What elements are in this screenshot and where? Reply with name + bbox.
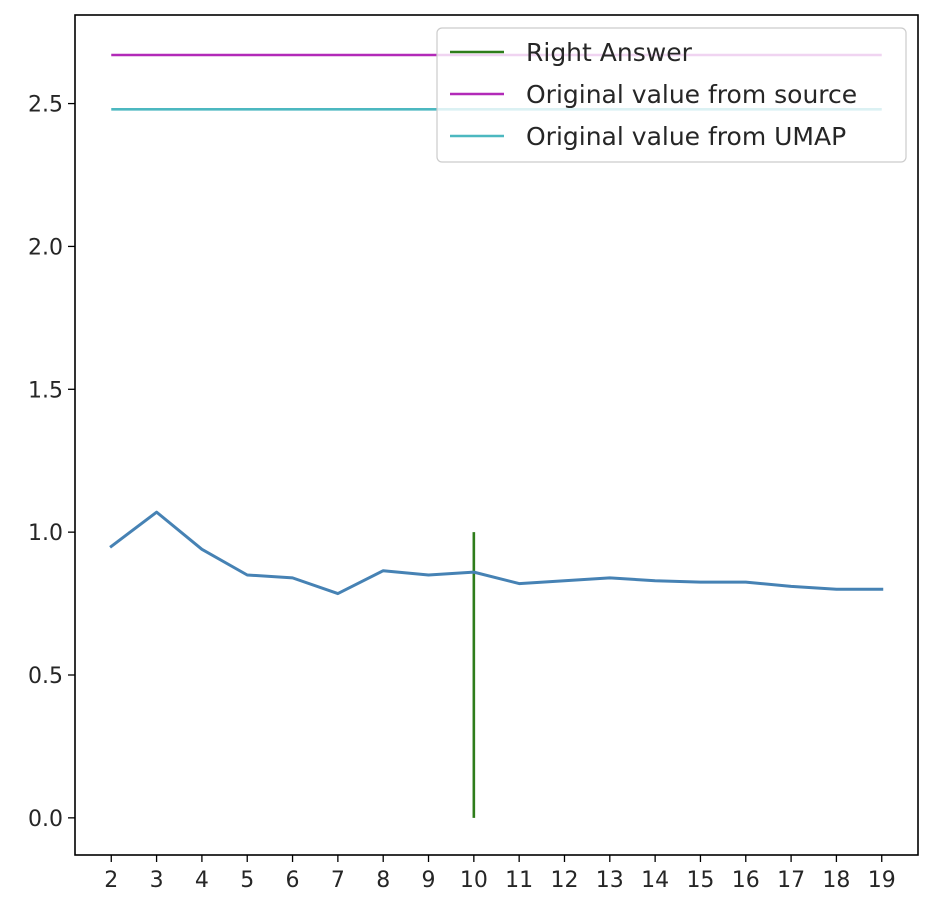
legend-label: Original value from source bbox=[526, 80, 857, 109]
series-lines bbox=[109, 510, 884, 596]
x-tick-label: 4 bbox=[195, 868, 209, 893]
legend-box bbox=[436, 27, 907, 163]
x-tick-label: 15 bbox=[686, 868, 714, 893]
plot-area-frame bbox=[74, 14, 919, 856]
x-tick-label: 2 bbox=[104, 868, 118, 893]
legend-label: Original value from UMAP bbox=[526, 122, 846, 151]
x-tick-label: 5 bbox=[240, 868, 254, 893]
y-axis-ticks: 0.0 0.5 1.0 1.5 2.0 2.5 bbox=[28, 93, 75, 832]
x-tick-label: 13 bbox=[596, 868, 624, 893]
x-tick-label: 6 bbox=[286, 868, 300, 893]
x-tick-label: 17 bbox=[777, 868, 805, 893]
series-line bbox=[109, 510, 884, 596]
y-tick-label: 2.0 bbox=[28, 235, 63, 260]
x-tick-label: 7 bbox=[331, 868, 345, 893]
legend: Right Answer Original value from source Or… bbox=[436, 27, 907, 163]
x-tick-label: 12 bbox=[550, 868, 578, 893]
x-tick-label: 18 bbox=[822, 868, 850, 893]
y-tick-label: 2.5 bbox=[28, 93, 63, 118]
x-tick-label: 16 bbox=[732, 868, 760, 893]
y-tick-label: 0.5 bbox=[28, 664, 63, 689]
x-tick-label: 9 bbox=[422, 868, 436, 893]
y-tick-label: 1.5 bbox=[28, 378, 63, 403]
x-tick-label: 10 bbox=[460, 868, 488, 893]
x-axis-ticks: 2 3 4 5 6 7 8 9 10 11 12 13 14 15 16 17 18 19 bbox=[104, 855, 896, 893]
y-tick-label: 0.0 bbox=[28, 807, 63, 832]
x-tick-label: 11 bbox=[505, 868, 533, 893]
x-tick-label: 19 bbox=[868, 868, 896, 893]
legend-label: Right Answer bbox=[526, 38, 693, 67]
x-tick-label: 3 bbox=[150, 868, 164, 893]
x-tick-label: 14 bbox=[641, 868, 669, 893]
y-tick-label: 1.0 bbox=[28, 521, 63, 546]
x-tick-label: 8 bbox=[376, 868, 390, 893]
